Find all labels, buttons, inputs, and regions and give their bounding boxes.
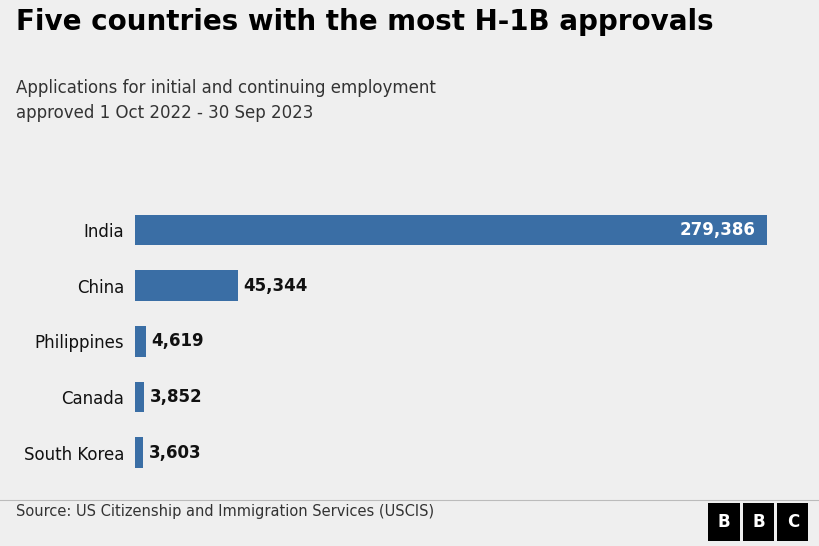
- Text: B: B: [752, 513, 765, 531]
- Text: Source: US Citizenship and Immigration Services (USCIS): Source: US Citizenship and Immigration S…: [16, 504, 435, 519]
- Text: B: B: [717, 513, 731, 531]
- Bar: [135, 215, 767, 245]
- Bar: [135, 326, 146, 357]
- Text: Applications for initial and continuing employment
approved 1 Oct 2022 - 30 Sep : Applications for initial and continuing …: [16, 79, 437, 122]
- Bar: [135, 437, 143, 468]
- Bar: [135, 270, 238, 301]
- Text: 3,603: 3,603: [149, 443, 201, 461]
- Text: 3,852: 3,852: [150, 388, 202, 406]
- Text: C: C: [787, 513, 799, 531]
- Text: 4,619: 4,619: [152, 333, 204, 350]
- Text: 45,344: 45,344: [243, 277, 308, 295]
- Text: 279,386: 279,386: [680, 221, 756, 239]
- Text: Five countries with the most H-1B approvals: Five countries with the most H-1B approv…: [16, 8, 714, 36]
- Bar: [135, 382, 144, 412]
